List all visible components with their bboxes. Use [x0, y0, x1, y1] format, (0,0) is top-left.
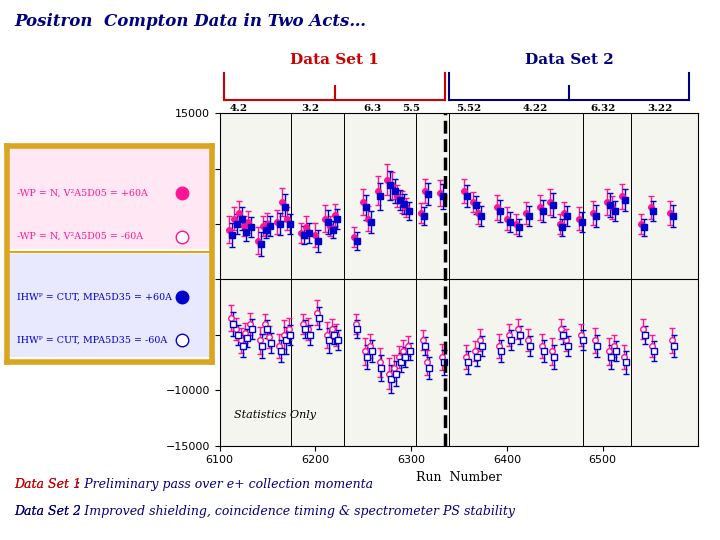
Text: -WP = N, V²A5D05 = -60A: -WP = N, V²A5D05 = -60A: [17, 232, 143, 241]
Text: -WP = N, V²A5D05 = +60A: -WP = N, V²A5D05 = +60A: [17, 189, 148, 198]
Text: Data Set 2: Data Set 2: [14, 505, 81, 518]
Text: IHWᴾ = CUT, MPA5D35 = -60A: IHWᴾ = CUT, MPA5D35 = -60A: [17, 336, 168, 345]
Text: 3.2: 3.2: [302, 104, 320, 113]
Text: Positron  Compton Data in Two Acts…: Positron Compton Data in Two Acts…: [14, 14, 366, 30]
X-axis label: Run  Number: Run Number: [416, 471, 502, 484]
Bar: [7, 146, 212, 249]
Bar: [7, 254, 212, 357]
Text: IHWᴾ = CUT, MPA5D35 = +60A: IHWᴾ = CUT, MPA5D35 = +60A: [17, 293, 173, 301]
Text: 3.22: 3.22: [647, 104, 672, 113]
Y-axis label: Asymmetry  (ppm): Asymmetry (ppm): [147, 221, 160, 338]
Text: Data Set 1: Data Set 1: [14, 478, 81, 491]
Text: : Improved shielding, coincidence timing & spectrometer PS stability: : Improved shielding, coincidence timing…: [76, 505, 515, 518]
Text: : Preliminary pass over e+ collection momenta: : Preliminary pass over e+ collection mo…: [76, 478, 373, 491]
Text: Statistics Only: Statistics Only: [234, 410, 316, 420]
Text: 5.52: 5.52: [456, 104, 481, 113]
Text: 4.2: 4.2: [230, 104, 248, 113]
Text: Data Set 2: Data Set 2: [14, 505, 81, 518]
Text: Data Set 1: Data Set 1: [14, 478, 81, 491]
Text: 5.5: 5.5: [402, 104, 420, 113]
Text: 6.32: 6.32: [590, 104, 616, 113]
Text: Data Set 2: Data Set 2: [525, 53, 613, 68]
Text: Data Set 1: Data Set 1: [290, 53, 379, 68]
Text: 6.3: 6.3: [364, 104, 382, 113]
Text: 4.22: 4.22: [523, 104, 549, 113]
